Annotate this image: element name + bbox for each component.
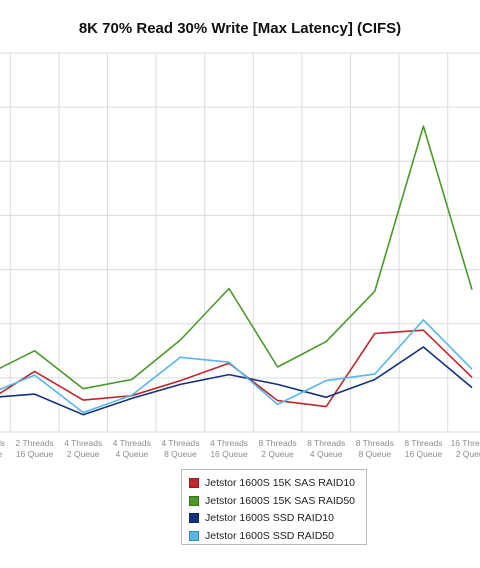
legend-swatch — [189, 530, 199, 541]
grid-lines — [0, 52, 480, 433]
x-tick-label: 8 Threads 16 Queue — [404, 438, 442, 459]
legend-item: Jetstor 1600S 15K SAS RAID50 — [189, 494, 355, 508]
x-tick-label: 4 Threads 4 Queue — [113, 438, 151, 459]
x-tick-label: 2 Threads 16 Queue — [16, 438, 54, 459]
legend-item: Jetstor 1600S 15K SAS RAID10 — [189, 476, 355, 490]
x-tick-label: 4 Threads 2 Queue — [64, 438, 102, 459]
x-tick-label: 4 Threads 16 Queue — [210, 438, 248, 459]
x-tick-label: 4 Threads 8 Queue — [161, 438, 199, 459]
legend-label: Jetstor 1600S SSD RAID50 — [205, 529, 334, 542]
x-tick-label: 8 Threads 2 Queue — [259, 438, 297, 459]
x-tick-label: 8 Threads 4 Queue — [307, 438, 345, 459]
series-line-3 — [0, 346, 473, 416]
legend-label: Jetstor 1600S 15K SAS RAID10 — [205, 477, 355, 489]
legend-swatch — [189, 513, 199, 523]
series-lines — [0, 125, 473, 416]
legend-label: Jetstor 1600S SSD RAID10 — [205, 512, 334, 524]
chart-title: 8K 70% Read 30% Write [Max Latency] (CIF… — [78, 20, 402, 37]
series-line-4 — [0, 319, 473, 414]
legend-label: Jetstor 1600S 15K SAS RAID50 — [205, 494, 355, 507]
chart-legend: Jetstor 1600S 15K SAS RAID10 Jetstor 1600… — [181, 469, 367, 545]
series-line-2 — [0, 125, 473, 390]
legend-swatch — [189, 495, 199, 506]
legend-item: Jetstor 1600S SSD RAID10 — [189, 511, 334, 525]
x-tick-label: 8 Threads 8 Queue — [356, 438, 394, 459]
legend-swatch — [189, 478, 199, 488]
legend-item: Jetstor 1600S SSD RAID50 — [189, 529, 334, 543]
